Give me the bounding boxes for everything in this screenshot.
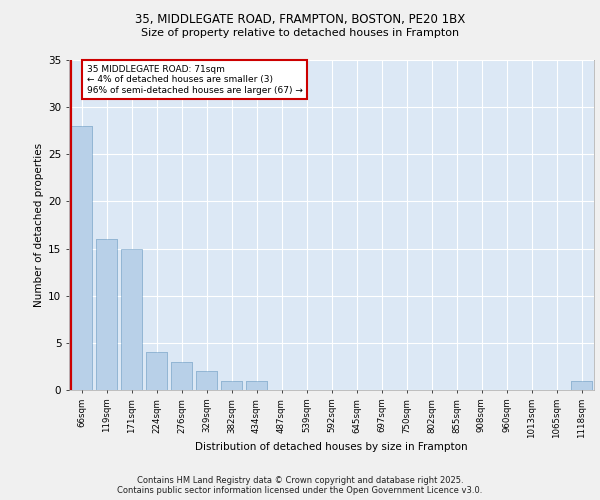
Bar [571, 380, 592, 390]
Text: 35 MIDDLEGATE ROAD: 71sqm
← 4% of detached houses are smaller (3)
96% of semi-de: 35 MIDDLEGATE ROAD: 71sqm ← 4% of detach… [87, 64, 303, 94]
Bar [196, 371, 217, 390]
Bar [121, 248, 142, 390]
Bar [196, 371, 217, 390]
Text: Contains HM Land Registry data © Crown copyright and database right 2025.
Contai: Contains HM Land Registry data © Crown c… [118, 476, 482, 495]
Bar [96, 239, 117, 390]
Bar [96, 239, 117, 390]
Bar [146, 352, 167, 390]
Bar [246, 380, 267, 390]
Bar [121, 248, 142, 390]
Bar [71, 126, 92, 390]
Bar [171, 362, 192, 390]
Text: Size of property relative to detached houses in Frampton: Size of property relative to detached ho… [141, 28, 459, 38]
Bar [171, 362, 192, 390]
Bar [571, 380, 592, 390]
Bar [146, 352, 167, 390]
X-axis label: Distribution of detached houses by size in Frampton: Distribution of detached houses by size … [195, 442, 468, 452]
Bar [246, 380, 267, 390]
Y-axis label: Number of detached properties: Number of detached properties [34, 143, 44, 307]
Bar [71, 126, 92, 390]
Text: 35, MIDDLEGATE ROAD, FRAMPTON, BOSTON, PE20 1BX: 35, MIDDLEGATE ROAD, FRAMPTON, BOSTON, P… [135, 12, 465, 26]
Bar [221, 380, 242, 390]
Bar [221, 380, 242, 390]
